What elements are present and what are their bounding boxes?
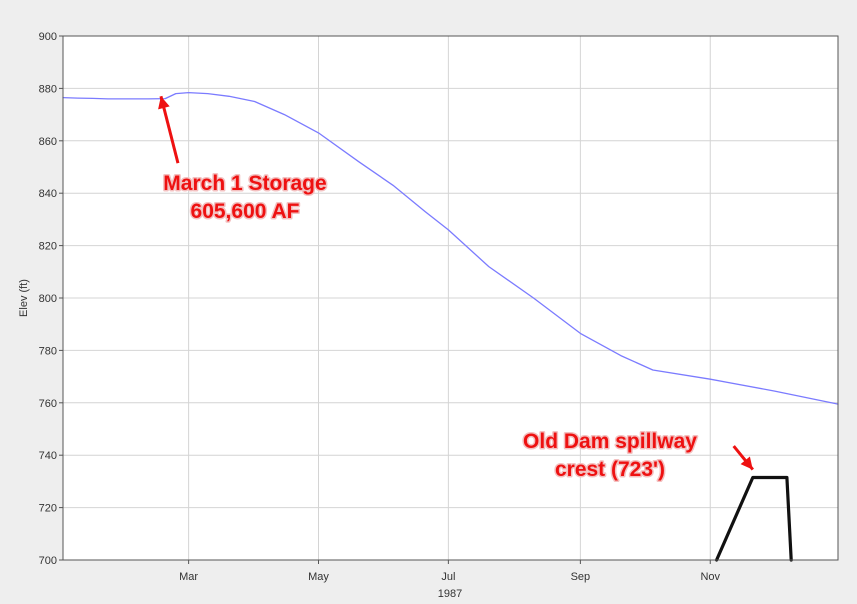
y-tick-label: 800	[39, 293, 57, 305]
y-axis-ticks: 700 720 740 760 780 800 820 840 860 880 900	[39, 31, 63, 567]
x-tick-label: May	[308, 571, 329, 583]
x-axis-label: 1987	[438, 588, 462, 600]
y-tick-label: 720	[39, 503, 57, 515]
y-tick-label: 840	[39, 188, 57, 200]
series-layer	[62, 91, 839, 562]
x-tick-label: Jul	[441, 571, 455, 583]
annotation: Old Dam spillway crest (723')	[522, 429, 754, 483]
spillway-crest-series-line	[714, 475, 793, 562]
y-tick-label: 860	[39, 136, 57, 148]
y-tick-label: 900	[39, 31, 57, 43]
annotation-text: 605,600 AF	[191, 200, 300, 223]
x-tick-label: Nov	[700, 571, 720, 583]
y-tick-label: 880	[39, 83, 57, 95]
annotation-text: Old Dam spillway	[523, 430, 697, 453]
y-axis-label: Elev (ft)	[18, 279, 30, 317]
y-tick-label: 780	[39, 345, 57, 357]
annotation-text: March 1 Storage	[163, 172, 326, 195]
annotations-layer: March 1 Storage 605,600 AF Old Dam spillwa…	[158, 95, 754, 483]
y-tick-label: 700	[39, 555, 57, 567]
y-tick-label: 760	[39, 398, 57, 410]
annotation-arrowhead	[740, 456, 753, 470]
y-tick-label: 820	[39, 241, 57, 253]
x-tick-label: Sep	[571, 571, 591, 583]
annotation-arrowhead	[158, 96, 170, 110]
x-axis-ticks: Mar May Jul Sep Nov	[179, 560, 721, 583]
annotation: March 1 Storage 605,600 AF	[158, 95, 328, 225]
y-tick-label: 740	[39, 450, 57, 462]
elevation-series-line	[62, 91, 839, 405]
x-tick-label: Mar	[179, 571, 198, 583]
annotation-text: crest (723')	[555, 458, 665, 481]
